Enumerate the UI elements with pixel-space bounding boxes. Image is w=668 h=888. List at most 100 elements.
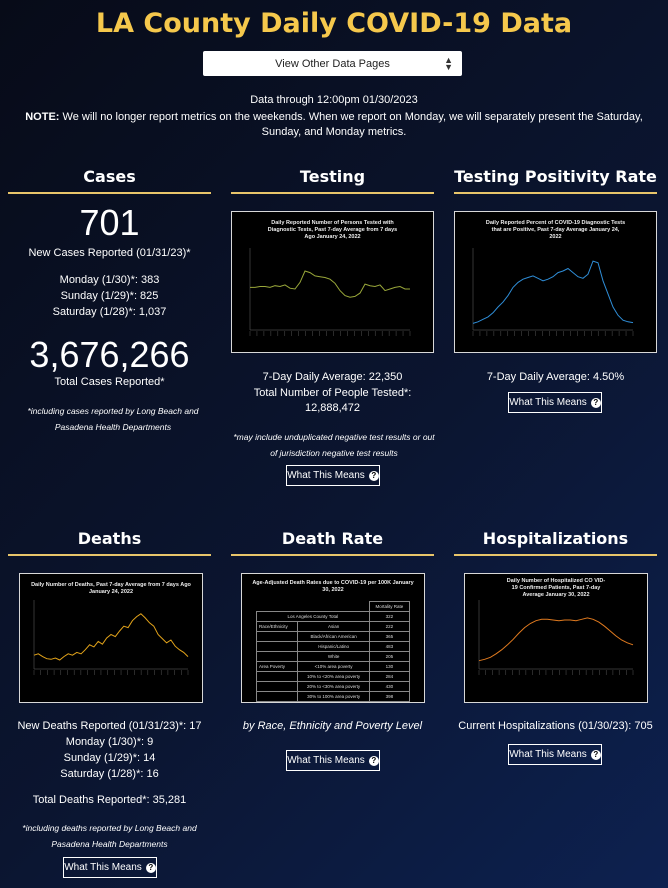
table-cell-value: 430 xyxy=(368,681,411,692)
data-pages-select[interactable]: View Other Data Pages ▲ ▼ xyxy=(203,51,462,76)
table-cell-value: 483 xyxy=(368,641,411,652)
county-value: 322 xyxy=(368,611,411,622)
death-rate-what-this-means-button[interactable]: What This Means? xyxy=(286,750,380,771)
cases-sunday: Sunday (1/29)*: 825 xyxy=(60,290,159,302)
button-label: What This Means xyxy=(509,397,587,408)
chart-axes xyxy=(33,600,188,670)
table-row: 30% to 100% area poverty 398 xyxy=(255,691,411,702)
chevron-updown-icon: ▲ ▼ xyxy=(444,55,453,72)
deaths-footnote: *including deaths reported by Long Beach… xyxy=(22,823,197,849)
note-text: We will no longer report metrics on the … xyxy=(59,111,643,138)
series-line xyxy=(478,617,634,662)
cases-footnote: *including cases reported by Long Beach … xyxy=(27,406,199,432)
table-cell-label: Hispanic/Latino xyxy=(297,641,370,652)
note-label: NOTE: xyxy=(25,111,60,123)
positivity-heading: Testing Positivity Rate xyxy=(454,167,657,186)
new-cases-value: 701 xyxy=(79,202,140,243)
total-cases-label: Total Cases Reported* xyxy=(54,376,165,388)
testing-average: 7-Day Daily Average: 22,350 xyxy=(262,371,403,383)
question-icon: ? xyxy=(368,755,379,766)
question-icon: ? xyxy=(145,862,156,873)
table-cell-label: 30% to 100% area poverty xyxy=(297,691,370,702)
cases-saturday: Saturday (1/28)*: 1,037 xyxy=(52,306,167,318)
table-cell-group: Area Poverty xyxy=(255,661,299,672)
cases-heading: Cases xyxy=(83,167,136,186)
deaths-heading: Deaths xyxy=(77,529,142,548)
table-cell-group xyxy=(255,691,299,702)
table-cell-value: 398 xyxy=(368,691,411,702)
deaths-sunday: Sunday (1/29)*: 14 xyxy=(63,752,156,764)
testing-chart[interactable]: Daily Reported Number of Persons Tested … xyxy=(231,211,434,353)
chart-axes xyxy=(478,600,633,670)
table-cell-group xyxy=(255,651,299,662)
testing-footnote: *may include unduplicated negative test … xyxy=(233,432,435,458)
testing-total: Total Number of People Tested*: 12,888,4… xyxy=(253,387,412,414)
positivity-what-this-means-button[interactable]: What This Means? xyxy=(508,392,602,413)
table-cell-value: 222 xyxy=(368,621,411,632)
table-row: 10% to <20% area poverty 284 xyxy=(255,671,411,682)
data-through-text: Data through 12:00pm 01/30/2023 xyxy=(250,94,418,106)
deaths-line-plot xyxy=(33,600,189,675)
positivity-line-plot xyxy=(472,248,634,336)
positivity-chart[interactable]: Daily Reported Percent of COVID-19 Diagn… xyxy=(454,211,657,353)
new-cases-label: New Cases Reported (01/31/23)* xyxy=(28,247,191,259)
table-cell-label: White xyxy=(297,651,370,662)
testing-line-plot xyxy=(249,248,411,336)
table-cell-group xyxy=(255,641,299,652)
table-cell-group xyxy=(255,671,299,682)
table-row: Race/Ethnicity Asian 222 xyxy=(255,621,411,632)
deaths-saturday: Saturday (1/28)*: 16 xyxy=(60,768,159,780)
table-cell-label: Asian xyxy=(297,621,370,632)
chart-axes xyxy=(472,248,633,331)
death-rate-heading: Death Rate xyxy=(281,529,384,548)
chart-title: Daily Reported Number of Persons Tested … xyxy=(267,220,398,240)
death-rate-divider xyxy=(231,554,434,556)
chart-title: Age-Adjusted Death Rates due to COVID-19… xyxy=(252,580,414,593)
positivity-divider xyxy=(454,192,657,194)
table-cell-label: Black/African American xyxy=(297,631,370,642)
death-rate-table-image[interactable]: Age-Adjusted Death Rates due to COVID-19… xyxy=(241,573,425,703)
table-cell-value: 130 xyxy=(368,661,411,672)
hospitalizations-line-plot xyxy=(478,600,634,675)
deaths-total: Total Deaths Reported*: 35,281 xyxy=(32,794,187,806)
table-cell-label: 10% to <20% area poverty xyxy=(297,671,370,682)
deaths-what-this-means-button[interactable]: What This Means? xyxy=(63,857,157,878)
table-cell-label: <10% area poverty xyxy=(297,661,370,672)
testing-divider xyxy=(231,192,434,194)
table-row: Black/African American 365 xyxy=(255,631,411,642)
table-row: Area Poverty <10% area poverty 130 xyxy=(255,661,411,672)
button-label: What This Means xyxy=(64,862,142,873)
deaths-new: New Deaths Reported (01/31/23)*: 17 xyxy=(17,720,202,732)
total-cases-value: 3,676,266 xyxy=(29,334,190,375)
hospitalizations-what-this-means-button[interactable]: What This Means? xyxy=(508,744,602,765)
deaths-divider xyxy=(8,554,211,556)
positivity-average: 7-Day Daily Average: 4.50% xyxy=(486,371,625,383)
death-rate-caption: by Race, Ethnicity and Poverty Level xyxy=(242,720,423,732)
hospitalizations-chart[interactable]: Daily Number of Hospitalized CO VID-19 C… xyxy=(464,573,648,703)
question-icon: ? xyxy=(590,749,601,760)
cases-monday: Monday (1/30)*: 383 xyxy=(59,274,160,286)
table-cell-value: 205 xyxy=(368,651,411,662)
table-cell-label: 20% to <30% area poverty xyxy=(297,681,370,692)
button-label: What This Means xyxy=(287,470,365,481)
button-label: What This Means xyxy=(287,755,365,766)
hospitalizations-divider xyxy=(454,554,657,556)
series-line xyxy=(33,613,189,661)
select-label: View Other Data Pages xyxy=(275,57,390,70)
deaths-chart[interactable]: Daily Number of Deaths, Past 7-day Avera… xyxy=(19,573,203,703)
table-cell-value: 284 xyxy=(368,671,411,682)
table-header: Mortality Rate xyxy=(368,601,411,612)
cases-divider xyxy=(8,192,211,194)
chart-title: Daily Number of Deaths, Past 7-day Avera… xyxy=(31,582,191,595)
hospitalizations-heading: Hospitalizations xyxy=(482,529,629,548)
testing-what-this-means-button[interactable]: What This Means? xyxy=(286,465,380,486)
deaths-monday: Monday (1/30)*: 9 xyxy=(65,736,154,748)
weekend-note: NOTE: We will no longer report metrics o… xyxy=(10,110,658,140)
question-icon: ? xyxy=(590,397,601,408)
button-label: What This Means xyxy=(509,749,587,760)
table-row: White 205 xyxy=(255,651,411,662)
series-line xyxy=(250,270,410,298)
table-row: Hispanic/Latino 483 xyxy=(255,641,411,652)
chart-axes xyxy=(249,248,410,331)
table-cell-value: 365 xyxy=(368,631,411,642)
